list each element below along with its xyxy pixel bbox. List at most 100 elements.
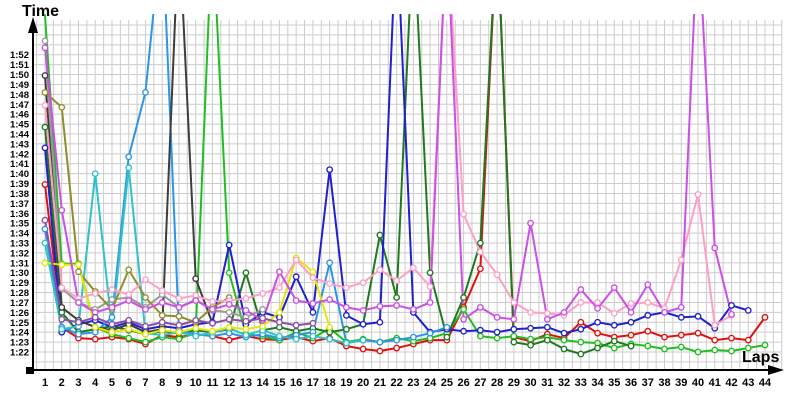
series-forest-green-point	[594, 344, 601, 352]
series-cyan-point	[125, 164, 133, 172]
series-green-point	[125, 334, 133, 342]
series-violet-point	[41, 216, 49, 224]
series-pink-point	[309, 274, 317, 282]
series-magenta-point	[627, 308, 635, 316]
series-olive-point	[142, 294, 149, 301]
series-pink-point	[142, 276, 149, 284]
series-blue-point	[326, 166, 334, 174]
series-pink-point	[577, 299, 585, 306]
y-axis-arrow-icon	[28, 17, 38, 33]
y-tick-label: 1:42	[10, 149, 29, 160]
series-blue-point	[728, 302, 735, 309]
series-forest-green-point	[460, 294, 467, 301]
x-tick-label: 36	[625, 377, 637, 389]
y-tick-label: 1:35	[10, 219, 30, 230]
series-magenta-point	[728, 310, 735, 318]
series-yellow-point	[58, 261, 66, 269]
series-red-point	[594, 329, 601, 337]
x-tick-label: 4	[92, 377, 99, 389]
series-light-blue-point	[142, 88, 149, 96]
series-magenta-point	[409, 305, 417, 313]
series-blue-point	[225, 241, 233, 249]
series-pink-point	[644, 299, 652, 306]
series-magenta-point	[610, 284, 618, 291]
series-green-point	[644, 342, 652, 350]
series-pink-point	[460, 210, 467, 218]
series-pink-point	[108, 286, 116, 293]
y-tick-label: 1:25	[10, 318, 30, 329]
y-tick-label: 1:33	[10, 239, 29, 250]
series-green-point	[728, 347, 735, 355]
x-tick-label: 41	[709, 377, 721, 389]
series-blue-point	[744, 306, 752, 314]
series-blue-point	[644, 311, 652, 319]
series-dark-grey-point	[41, 72, 49, 79]
tick-labels: 1:521:511:501:491:481:471:461:451:441:43…	[10, 50, 772, 389]
y-tick-label: 1:44	[10, 130, 30, 141]
series-cyan-point	[192, 332, 200, 340]
x-tick-label: 34	[591, 377, 604, 389]
series-yellow-point	[75, 261, 82, 269]
x-tick-label: 14	[257, 377, 270, 389]
series-green-point	[761, 341, 769, 349]
x-tick-label: 25	[441, 377, 453, 389]
y-tick-label: 1:48	[10, 90, 29, 101]
x-tick-label: 5	[109, 377, 115, 389]
series-yellow-point	[108, 328, 116, 336]
y-tick-label: 1:22	[10, 348, 29, 359]
series-yellow-point	[158, 326, 166, 334]
series-magenta-point	[560, 308, 568, 316]
x-tick-label: 35	[608, 377, 620, 389]
series-blue-point	[627, 318, 635, 326]
series-cyan-point	[359, 336, 367, 344]
series-blue-point	[594, 318, 601, 326]
series-light-blue-point	[41, 225, 49, 233]
series-light-blue-point	[443, 323, 451, 331]
series-forest-green-point	[376, 231, 384, 239]
series-grey-point	[225, 308, 233, 316]
x-tick-label: 39	[675, 377, 687, 389]
series-pink-point	[259, 290, 267, 297]
series-forest-green-point	[426, 269, 434, 277]
series-cyan-point	[242, 331, 250, 339]
series-magenta-point	[359, 306, 367, 314]
series-red-point	[41, 181, 49, 188]
x-tick-label: 31	[541, 377, 553, 389]
series-cyan-point	[91, 170, 99, 178]
series-yellow-point	[225, 323, 233, 331]
series-green-point	[560, 336, 568, 344]
series-yellow-point	[41, 259, 49, 267]
series-magenta-point	[41, 44, 49, 52]
series-red-point	[694, 329, 702, 337]
axes	[26, 17, 784, 375]
series-red-point	[661, 333, 668, 341]
series-cyan-point	[326, 335, 334, 343]
series-yellow-point	[259, 322, 267, 330]
series-green-point	[175, 335, 183, 343]
series-magenta-point	[225, 301, 233, 308]
y-tick-label: 1:32	[10, 248, 29, 259]
series-blue-point	[577, 325, 585, 333]
series-green-point	[610, 344, 618, 352]
x-tick-label: 27	[474, 377, 486, 389]
series-magenta-point	[460, 315, 467, 323]
series-blue-point	[694, 312, 702, 320]
series-red-point	[225, 336, 233, 344]
y-tick-label: 1:29	[10, 278, 29, 289]
x-axis-title: Laps	[742, 349, 779, 366]
series-red-point	[644, 327, 652, 335]
series-yellow-point	[142, 330, 149, 338]
series-violet-point	[175, 321, 183, 329]
x-tick-label: 32	[558, 377, 570, 389]
series-magenta-point	[527, 219, 534, 227]
series-pink-point	[175, 295, 183, 302]
series-grey-point	[108, 296, 116, 303]
series-blue-point	[309, 308, 317, 316]
series-olive-point	[75, 268, 82, 276]
x-tick-label: 7	[142, 377, 148, 389]
series-cyan-point	[342, 339, 350, 347]
series-red-point	[744, 336, 752, 344]
series-red-point	[91, 335, 99, 343]
series-light-blue-point	[426, 329, 434, 337]
